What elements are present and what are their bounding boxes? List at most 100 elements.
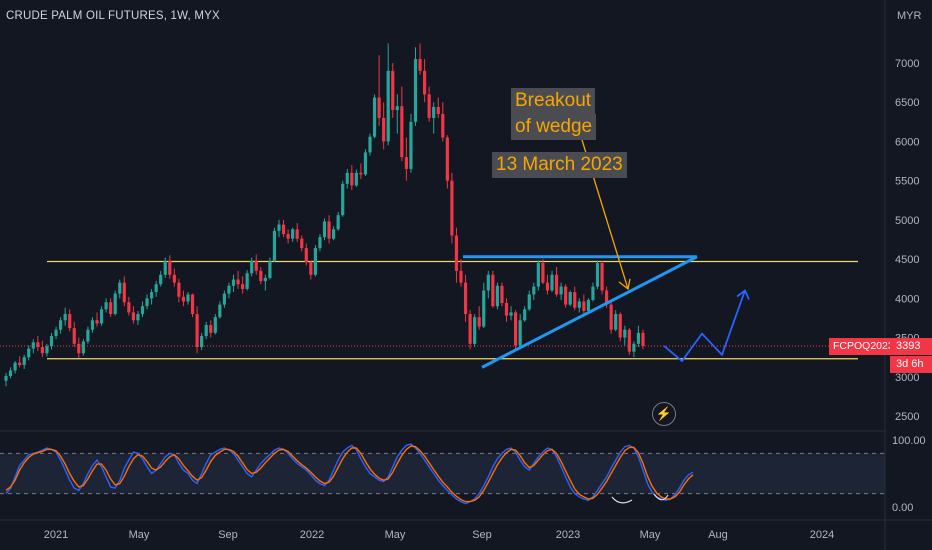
candle-body [332,229,336,239]
candle-body [268,260,272,278]
stoch-band [0,453,885,494]
candle-body [386,70,390,142]
candle-body [99,309,104,324]
candle-body [127,302,131,313]
candle-body [222,293,226,305]
candle-body [18,362,22,366]
lightning-bolt-icon[interactable]: ⚡ [652,402,676,426]
candle-body [27,348,31,358]
x-tick-label: 2024 [810,529,834,541]
projected-arrow-head [736,289,750,300]
breakout-label-line1: Breakout [511,88,596,114]
candle-body [554,274,559,295]
candle-body [136,314,140,321]
stoch-k-line [5,443,694,505]
currency-label: MYR [897,10,922,22]
y-tick-label: 3000 [895,372,919,384]
candle-body [618,314,622,338]
candle-body [104,302,108,310]
y-tick-label: 5500 [895,176,919,188]
candle-body [286,234,290,239]
candle-body [436,106,440,114]
candle-body [595,263,600,287]
candle-body [63,314,67,321]
candle-body [150,292,154,299]
candle-body [241,284,245,289]
candle-body [491,274,495,307]
x-tick-label: Aug [708,529,728,541]
candle-body [432,106,436,118]
candle-body [118,282,122,294]
candle-body [473,317,477,344]
candle-body [122,282,126,303]
osc-tick-label: 0.00 [892,502,913,514]
candle-body [450,180,454,236]
candle-body [404,157,408,169]
candle-body [341,183,345,216]
projected-path [663,290,746,363]
candle-body [145,298,149,307]
y-tick-label: 5000 [895,215,919,227]
candle-body [641,332,645,346]
candle-body [272,230,277,261]
candle-body [445,137,449,181]
candle-body [154,284,158,293]
candle-body [372,97,377,137]
candle-body [550,274,554,291]
candle-body [500,285,504,304]
candle-body [463,282,468,315]
x-tick-label: 2023 [556,529,580,541]
candle-body [81,341,85,354]
candle-body [400,106,404,158]
candle-body [40,346,44,354]
candle-body [536,263,540,287]
y-tick-label: 7000 [895,58,919,70]
candle-body [281,224,286,235]
oscillator-panel [0,430,885,495]
candle-body [318,237,322,249]
candle-body [559,286,563,295]
candle-body [22,357,26,366]
candle-body [632,343,636,352]
candle-body [291,229,295,239]
candle-body [564,286,568,305]
candle-body [395,106,399,111]
candle-body [409,121,413,169]
candle-body [518,320,522,346]
candle-body [90,320,95,330]
candle-body [427,94,431,118]
candle-body [573,292,577,308]
y-tick-label: 6500 [895,97,919,109]
candle-body [45,346,49,354]
candle-body [8,370,13,376]
candle-body [322,221,327,238]
candle-body [95,320,99,324]
candle-body [541,263,545,283]
candle-body [263,277,267,282]
candle-body [363,152,368,175]
candle-body [586,299,590,311]
candle-body [54,329,58,336]
candle-body [423,70,427,95]
candle-body [77,343,81,354]
stochastic-lines [5,443,694,505]
candle-body [200,335,204,347]
candle-body [131,312,135,321]
symbol-price-tag: FCPOQ2023 [829,338,898,355]
y-tick-label: 2500 [895,411,919,423]
candle-body [109,302,113,315]
candle-body [441,113,445,138]
x-tick-label: May [129,529,150,541]
x-tick-label: Sep [472,529,492,541]
candle-body [172,274,176,283]
candlestick-series [4,43,645,387]
candle-body [304,248,308,263]
candle-body [49,335,54,347]
candle-body [636,332,641,344]
candle-body [277,224,281,231]
candle-body [504,303,509,316]
candle-body [259,270,263,282]
candle-body [568,292,572,305]
candle-body [477,317,481,327]
candle-body [336,215,340,230]
